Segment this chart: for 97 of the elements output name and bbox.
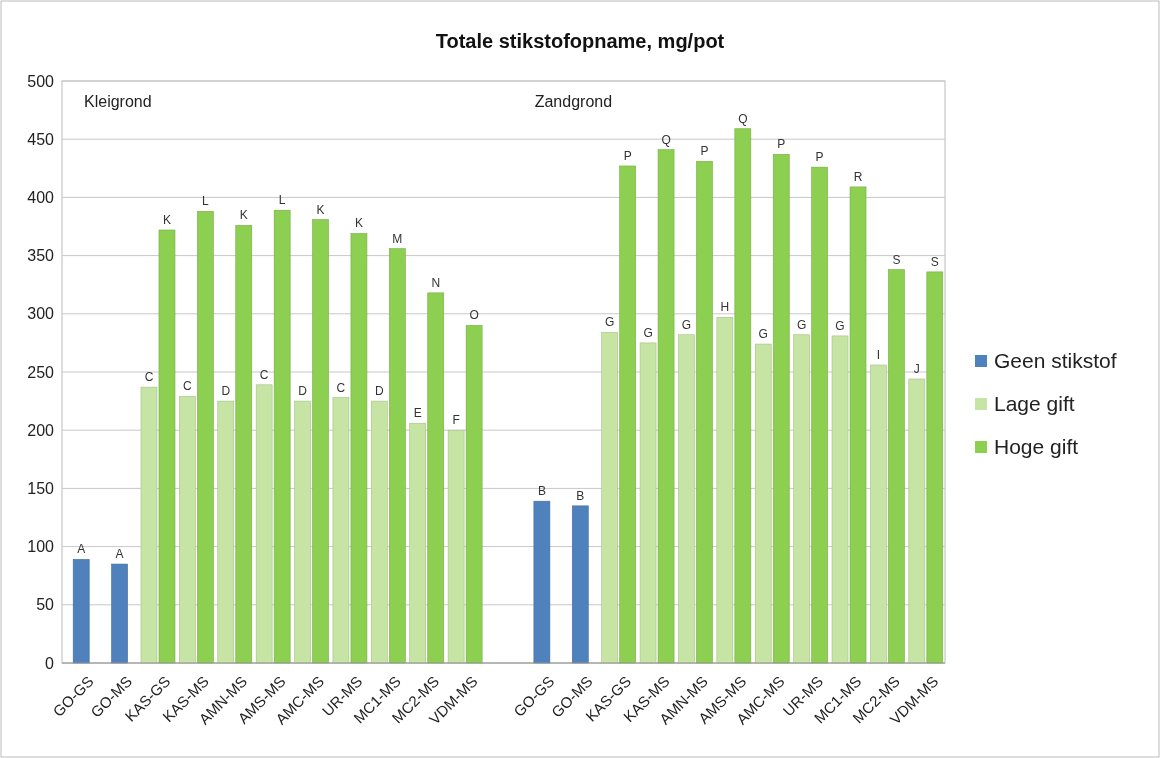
data-label: P (623, 148, 632, 163)
bar (158, 229, 176, 664)
data-label: S (892, 252, 901, 267)
legend-label: Hoge gift (994, 435, 1079, 459)
data-label: D (221, 384, 231, 399)
bar (332, 397, 350, 664)
data-label: D (298, 384, 308, 399)
y-tick-label: 150 (27, 480, 55, 497)
bar (217, 400, 235, 664)
y-tick-label: 100 (27, 538, 55, 556)
data-label: J (913, 361, 920, 376)
legend-label: Lage gift (994, 392, 1075, 416)
y-tick-label: 300 (27, 305, 55, 323)
bar (409, 422, 427, 664)
bar (465, 325, 483, 664)
y-tick-label: 200 (27, 421, 55, 439)
bar (447, 429, 465, 664)
data-label: Q (738, 111, 748, 126)
bar (601, 332, 618, 664)
data-label: P (815, 150, 824, 165)
data-label: G (681, 317, 692, 332)
data-label: O (469, 308, 479, 323)
data-label: P (700, 144, 709, 159)
data-label: H (720, 300, 730, 315)
bar (716, 316, 734, 664)
y-tick-label: 250 (27, 363, 55, 381)
data-label: L (202, 194, 210, 209)
bar (111, 563, 128, 664)
data-label: E (413, 406, 422, 421)
bar (571, 505, 589, 664)
data-label: M (392, 231, 403, 246)
data-label: I (876, 348, 881, 363)
bar (235, 225, 253, 664)
bar (926, 271, 944, 664)
bar (140, 386, 158, 664)
data-label: Q (661, 132, 671, 147)
annotation: Zandgrond (534, 93, 613, 110)
bar (389, 248, 406, 664)
bar (908, 378, 926, 664)
y-tick-label: 500 (27, 72, 55, 90)
bar (793, 334, 810, 664)
bar (657, 149, 675, 664)
bar (294, 400, 311, 664)
bar (427, 292, 445, 664)
data-label: C (259, 367, 269, 382)
legend-label: Geen stikstof (994, 349, 1117, 373)
bar (619, 165, 636, 664)
chart-title: Totale stikstofopname, mg/pot (435, 30, 725, 52)
bar (772, 154, 790, 664)
data-label: C (336, 380, 346, 395)
bar (696, 161, 713, 664)
data-label: K (162, 212, 171, 227)
data-label: R (853, 169, 863, 184)
bar (678, 334, 695, 664)
y-tick-label: 450 (27, 130, 55, 148)
bar (734, 128, 752, 664)
data-label: K (354, 216, 363, 231)
data-label: G (835, 318, 845, 333)
bar (179, 396, 196, 664)
y-tick-label: 50 (36, 596, 55, 614)
bar (811, 166, 828, 664)
bar (533, 500, 551, 664)
bar (754, 343, 772, 664)
bar (350, 233, 368, 664)
bar (870, 364, 887, 664)
data-label: F (452, 413, 460, 428)
bar (888, 269, 905, 664)
data-label: B (576, 488, 585, 503)
bar (849, 186, 867, 664)
data-label: P (777, 137, 786, 152)
data-label: G (643, 325, 653, 340)
bar (273, 209, 291, 664)
bar (72, 559, 90, 664)
bar (831, 335, 849, 664)
data-label: K (239, 208, 248, 223)
data-label: G (605, 315, 615, 330)
bar (197, 211, 214, 664)
bar (639, 342, 657, 664)
bar (255, 384, 273, 664)
data-label: G (758, 327, 768, 342)
data-label: D (374, 384, 384, 399)
data-label: S (930, 254, 939, 269)
data-label: G (796, 317, 807, 332)
data-label: A (115, 547, 124, 562)
annotation: Kleigrond (84, 93, 152, 110)
data-label: N (431, 275, 441, 290)
bar (312, 219, 329, 664)
y-tick-label: 350 (27, 247, 55, 265)
data-label: C (144, 370, 154, 385)
bar (371, 400, 388, 664)
data-label: B (537, 484, 546, 499)
data-label: A (77, 542, 86, 557)
data-label: C (183, 379, 193, 394)
data-label: L (278, 193, 286, 208)
y-tick-label: 0 (45, 654, 55, 672)
y-tick-label: 400 (27, 189, 55, 206)
data-label: K (316, 202, 325, 217)
